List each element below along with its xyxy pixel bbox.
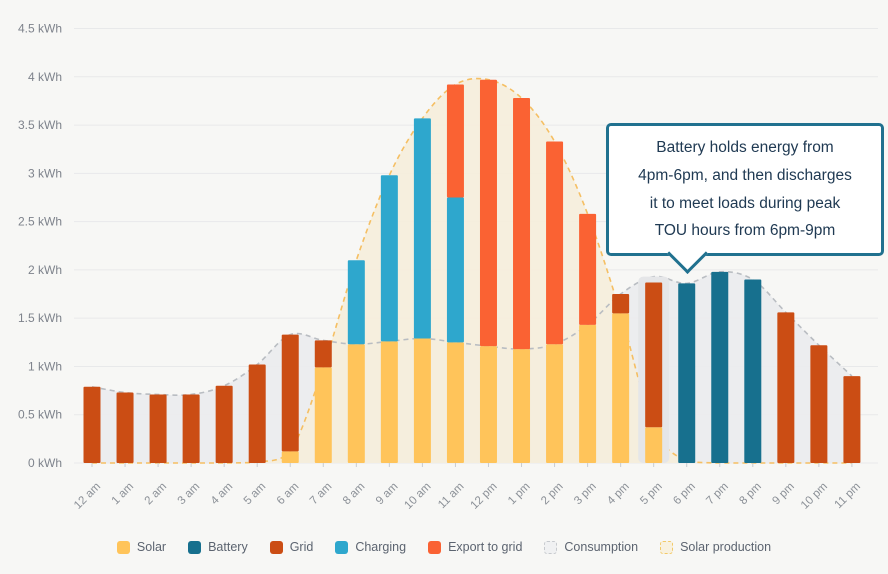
bar-segment-grid-7am[interactable] <box>314 340 332 368</box>
y-axis-tick-label: 1 kWh <box>28 359 62 373</box>
x-axis-label-4am: 4 am <box>209 481 236 508</box>
bar-segment-battery-8pm[interactable] <box>744 279 762 463</box>
bar-segment-grid-10pm[interactable] <box>810 345 828 463</box>
legend-label: Consumption <box>564 540 639 554</box>
bar-segment-grid-12am[interactable] <box>83 386 101 463</box>
legend-item-solar[interactable]: Solar <box>116 540 167 554</box>
bar-segment-solar-1pm[interactable] <box>513 349 531 463</box>
y-axis-tick-label: 0.5 kWh <box>18 408 62 422</box>
x-axis-label-5am: 5 am <box>242 481 269 508</box>
bar-segment-export-to-grid-1pm[interactable] <box>513 98 531 350</box>
legend-swatch-consumption <box>544 540 558 554</box>
x-axis-label-11am: 11 am <box>436 481 466 511</box>
x-axis-label-2pm: 2 pm <box>539 481 566 508</box>
bar-segment-export-to-grid-12pm[interactable] <box>479 79 497 347</box>
x-axis-label-3pm: 3 pm <box>572 481 599 508</box>
x-axis-label-8pm: 8 pm <box>737 481 764 508</box>
bar-segment-grid-5pm[interactable] <box>645 282 663 428</box>
legend-swatch-solar-production <box>660 540 674 554</box>
bar-segment-charging-9am[interactable] <box>380 175 398 342</box>
x-axis-label-8am: 8 am <box>341 481 368 508</box>
bar-segment-solar-3pm[interactable] <box>579 324 597 463</box>
x-axis-label-9am: 9 am <box>374 481 401 508</box>
legend-item-grid[interactable]: Grid <box>269 540 314 554</box>
legend-swatch-grid <box>269 540 283 554</box>
y-axis-tick-label: 2.5 kWh <box>18 215 62 229</box>
legend-item-charging[interactable]: Charging <box>335 540 406 554</box>
bar-segment-battery-7pm[interactable] <box>711 271 729 463</box>
bar-segment-grid-4pm[interactable] <box>612 294 630 314</box>
legend-item-export-to-grid[interactable]: Export to grid <box>428 540 522 554</box>
legend-item-battery[interactable]: Battery <box>188 540 248 554</box>
x-axis-label-11pm: 11 pm <box>833 481 863 511</box>
x-axis-label-1pm: 1 pm <box>506 481 533 508</box>
bar-segment-solar-4pm[interactable] <box>612 313 630 463</box>
x-axis-label-4pm: 4 pm <box>605 481 632 508</box>
bar-segment-export-to-grid-3pm[interactable] <box>579 213 597 325</box>
x-axis-label-10pm: 10 pm <box>799 481 830 512</box>
bar-segment-solar-7am[interactable] <box>314 367 332 463</box>
legend-item-solar-production[interactable]: Solar production <box>660 540 771 554</box>
legend-label: Battery <box>208 540 248 554</box>
bar-segment-battery-6pm[interactable] <box>678 283 696 463</box>
y-axis-tick-label: 2 kWh <box>28 263 62 277</box>
bar-segment-solar-8am[interactable] <box>347 344 365 463</box>
x-axis-label-9pm: 9 pm <box>770 481 797 508</box>
bar-segment-export-to-grid-2pm[interactable] <box>546 141 564 345</box>
legend: Solar Battery Grid Charging Export to grid Co… <box>0 540 888 554</box>
legend-swatch-export-to-grid <box>428 540 442 554</box>
consumption-dashed-line <box>91 270 853 396</box>
solar-production-area <box>92 78 852 463</box>
bar-segment-solar-2pm[interactable] <box>546 344 564 463</box>
bar-segment-grid-2am[interactable] <box>149 394 167 463</box>
bar-segment-charging-8am[interactable] <box>347 260 365 345</box>
bar-segment-charging-10am[interactable] <box>413 118 431 339</box>
bar-segment-grid-1am[interactable] <box>116 392 134 463</box>
bar-segment-solar-6am[interactable] <box>281 451 299 463</box>
bar-segment-solar-10am[interactable] <box>413 338 431 463</box>
y-axis-tick-label: 3.5 kWh <box>18 118 62 132</box>
legend-swatch-battery <box>188 540 202 554</box>
legend-label: Export to grid <box>448 540 523 554</box>
x-axis-label-3am: 3 am <box>176 481 203 508</box>
x-axis-label-6pm: 6 pm <box>671 481 698 508</box>
legend-swatch-solar <box>116 540 130 554</box>
bar-segment-export-to-grid-11am[interactable] <box>446 84 464 198</box>
y-axis-tick-label: 0 kWh <box>28 456 62 470</box>
x-axis-label-6am: 6 am <box>275 481 302 508</box>
bar-segment-charging-11am[interactable] <box>446 197 464 343</box>
legend-item-consumption[interactable]: Consumption <box>544 540 638 554</box>
bar-segment-solar-9am[interactable] <box>380 341 398 463</box>
x-axis-label-1am: 1 am <box>110 481 137 508</box>
bar-segment-grid-11pm[interactable] <box>843 376 861 463</box>
x-axis-label-2am: 2 am <box>143 481 170 508</box>
x-axis-label-12pm: 12 pm <box>469 481 500 512</box>
x-axis-label-7am: 7 am <box>308 481 335 508</box>
y-axis-tick-label: 4.5 kWh <box>18 22 62 36</box>
y-axis-tick-label: 4 kWh <box>28 70 62 84</box>
legend-label: Grid <box>289 540 314 554</box>
bar-segment-grid-4am[interactable] <box>215 385 233 463</box>
legend-label: Solar production <box>680 540 772 554</box>
bar-segment-solar-5pm[interactable] <box>645 427 663 463</box>
legend-swatch-charging <box>335 540 349 554</box>
bar-segment-grid-9pm[interactable] <box>777 312 795 463</box>
bar-segment-grid-3am[interactable] <box>182 394 200 463</box>
legend-label: Solar <box>136 540 167 554</box>
battery-annotation-text: Battery holds energy from 4pm-6pm, and t… <box>638 139 852 240</box>
bar-segment-solar-12pm[interactable] <box>479 346 497 463</box>
y-axis-tick-label: 3 kWh <box>28 166 62 180</box>
bar-segment-solar-11am[interactable] <box>446 342 464 463</box>
battery-annotation-callout: Battery holds energy from 4pm-6pm, and t… <box>606 123 884 275</box>
x-axis-label-5pm: 5 pm <box>638 481 665 508</box>
bar-segment-grid-5am[interactable] <box>248 364 266 463</box>
y-axis-tick-label: 1.5 kWh <box>18 311 62 325</box>
bar-segment-grid-6am[interactable] <box>281 334 299 452</box>
x-axis-label-7pm: 7 pm <box>704 481 731 508</box>
x-axis-label-12am: 12 am <box>72 481 103 512</box>
chart-canvas: 0 kWh 0.5 kWh 1 kWh 1.5 kWh 2 kWh 2.5 kWh 3 kW… <box>18 22 878 512</box>
x-axis-label-10am: 10 am <box>402 481 433 512</box>
legend-label: Charging <box>355 540 407 554</box>
